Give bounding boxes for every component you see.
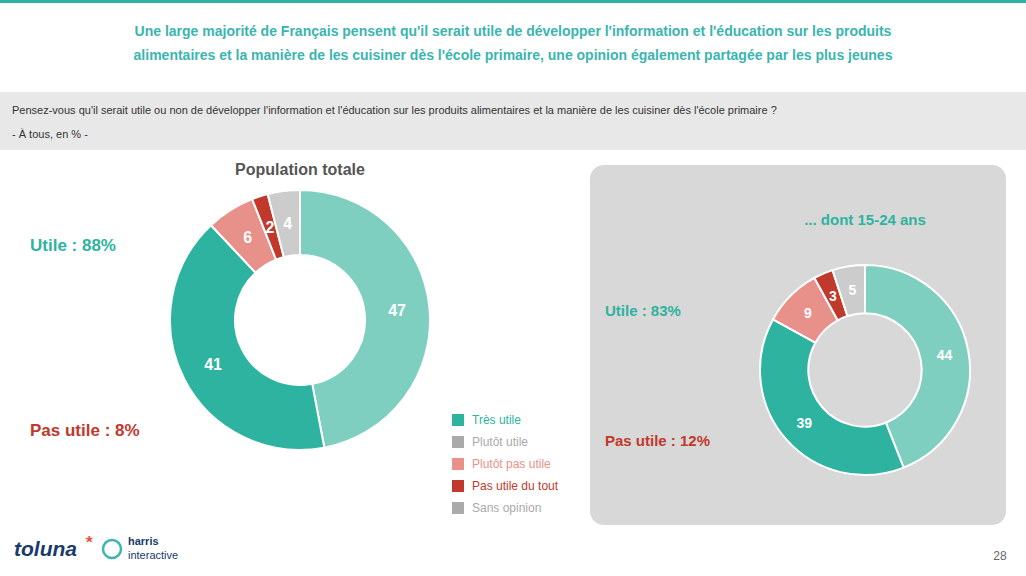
legend-entry: Très utile — [472, 413, 521, 427]
logo-text: toluna — [14, 537, 77, 560]
data-label: 44 — [937, 347, 953, 363]
panel — [590, 165, 1006, 525]
logo-text: interactive — [128, 549, 178, 561]
logo-circle — [103, 540, 121, 558]
slice — [833, 265, 865, 316]
data-label: 39 — [797, 415, 813, 431]
legend-swatch — [452, 480, 464, 492]
data-label: 41 — [204, 356, 222, 373]
subtitle: Pensez-vous qu'il serait utile ou non de… — [12, 104, 777, 116]
chart-title: ... dont 15-24 ans — [804, 211, 926, 228]
chart-title: Population totale — [235, 161, 365, 178]
donut-chart — [170, 190, 430, 450]
data-label: 9 — [804, 305, 812, 321]
legend-swatch — [452, 436, 464, 448]
page-number: 28 — [993, 549, 1007, 563]
annotation: Pas utile : 12% — [605, 432, 710, 449]
question-bar — [0, 92, 1026, 150]
data-label: 2 — [265, 219, 274, 236]
data-labels: 47 41 624 — [204, 215, 406, 373]
annotation: Utile : 83% — [605, 302, 681, 319]
title: Une large majorité de Français pensent q… — [135, 23, 892, 39]
legend-swatch — [452, 458, 464, 470]
legend-entry: Sans opinion — [472, 501, 541, 515]
data-label: 3 — [829, 288, 837, 304]
legend-swatch — [452, 502, 464, 514]
title: alimentaires et la manière de les cuisin… — [134, 47, 893, 63]
top-border — [0, 0, 1026, 3]
page: Une large majorité de Français pensent q… — [0, 0, 1026, 576]
annotation: Pas utile : 8% — [30, 421, 140, 440]
footer: toluna * harris interactive 28 — [14, 533, 1007, 563]
data-label: 5 — [848, 282, 856, 298]
slice — [760, 319, 904, 475]
slice — [300, 190, 430, 448]
data-labels: 44 39 9 35 — [797, 282, 953, 431]
data-label: 4 — [283, 215, 292, 232]
legend: Très utile Plutôt utile Plutôt pas utile Pa… — [452, 413, 559, 515]
donut-chart — [760, 265, 970, 475]
data-label: 6 — [243, 229, 252, 246]
logo-text: harris — [128, 535, 159, 547]
legend-entry: Pas utile du tout — [472, 479, 559, 493]
annotation: Utile : 88% — [30, 236, 116, 255]
legend-swatch — [452, 414, 464, 426]
data-label: 47 — [388, 302, 406, 319]
subtitle: - À tous, en % - — [12, 128, 88, 140]
legend-entry: Plutôt utile — [472, 435, 528, 449]
logo-text: * — [86, 533, 93, 552]
legend-entry: Plutôt pas utile — [472, 457, 551, 471]
